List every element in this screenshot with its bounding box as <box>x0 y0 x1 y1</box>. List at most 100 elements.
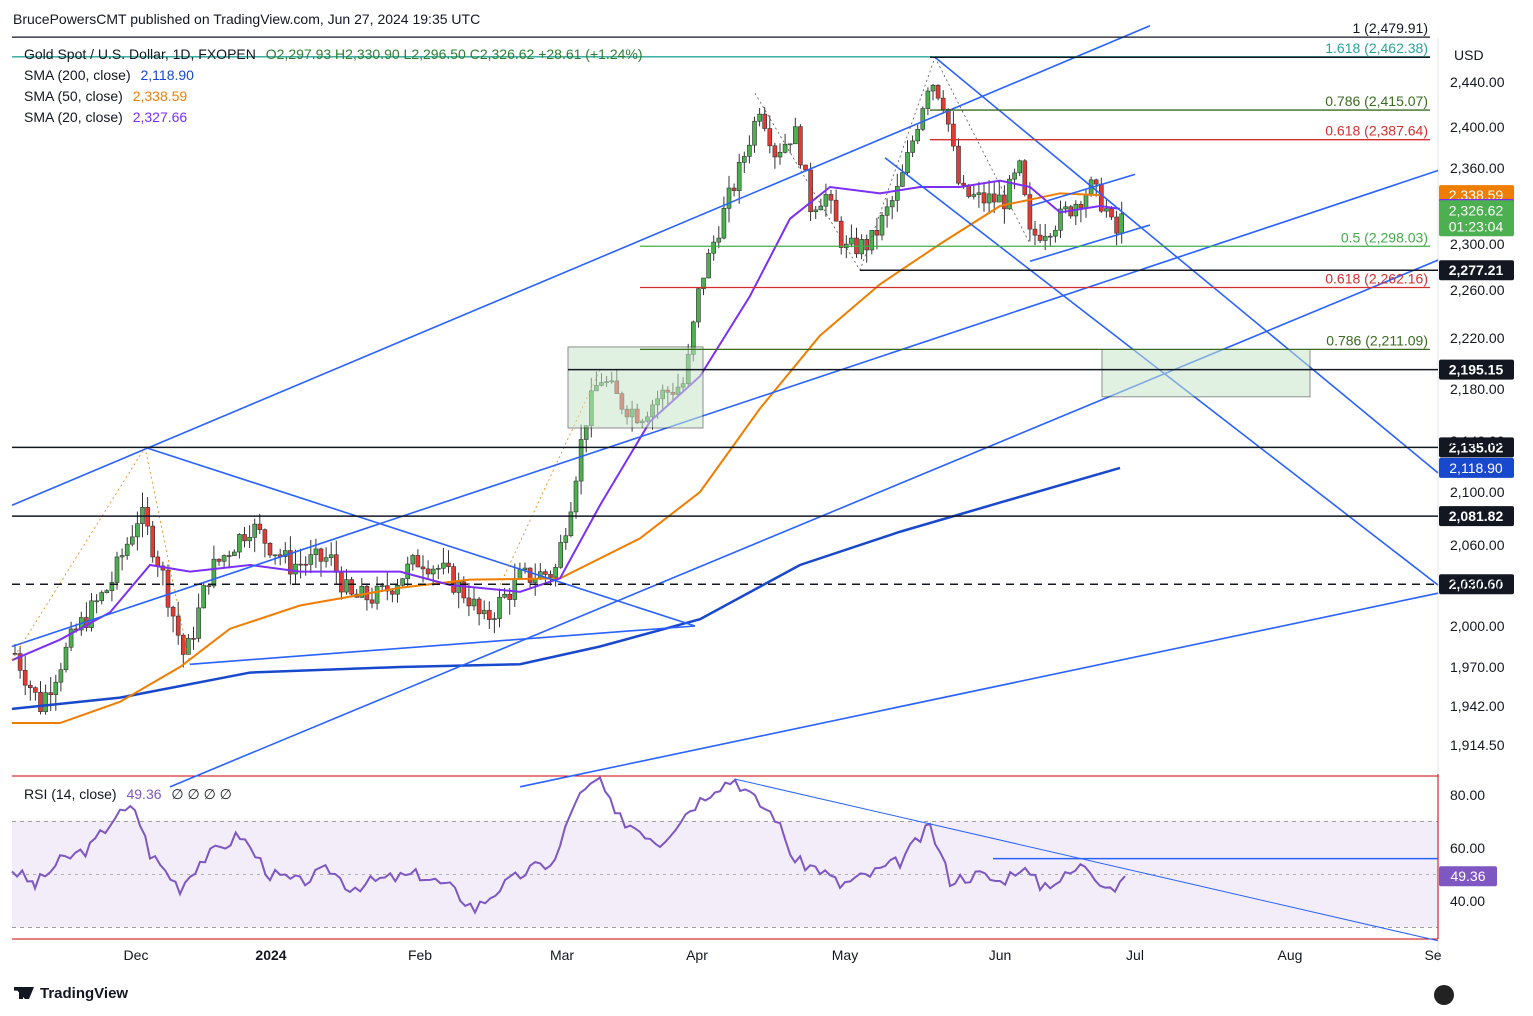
candle-up <box>1048 235 1053 238</box>
fib-label: 0.618 (2,262.16) <box>1325 271 1428 287</box>
candle-up <box>787 143 793 146</box>
candle-up <box>201 585 206 609</box>
candle-down <box>461 581 467 599</box>
candle-down <box>242 534 247 542</box>
sma20-value: 2,327.66 <box>132 109 188 125</box>
symbol-name: Gold Spot / U.S. Dollar, 1D, FXOPEN <box>24 46 256 62</box>
x-axis-tick: Se <box>1424 947 1441 963</box>
fib-label: 0.786 (2,211.09) <box>1326 332 1428 348</box>
x-axis-tick: May <box>832 947 858 963</box>
candle-up <box>109 582 115 591</box>
candle-up <box>435 567 441 570</box>
rsi-axis-tick: 40.00 <box>1450 893 1485 909</box>
fib-label: 1 (2,479.91) <box>1353 20 1429 36</box>
candle-down <box>956 145 961 184</box>
candle-up <box>400 578 405 586</box>
candle-up <box>471 598 477 607</box>
candle-down <box>864 239 870 251</box>
currency-label[interactable]: USD <box>1454 47 1484 63</box>
trendline-lower <box>519 592 1439 788</box>
candle-up <box>930 84 936 92</box>
sma50-legend: SMA (50, close) 2,338.59 <box>24 88 187 104</box>
price-tag-label: 2,326.62 <box>1449 202 1504 218</box>
fib-label: 0.618 (2,387.64) <box>1325 123 1428 139</box>
candle-up <box>221 555 227 562</box>
rsi-value-tag-label: 49.36 <box>1450 868 1485 884</box>
candle-up <box>1104 208 1109 212</box>
sma20-label: SMA (20, close) <box>24 109 123 125</box>
candle-up <box>196 607 201 639</box>
rsi-axis-tick: 80.00 <box>1450 787 1485 803</box>
candle-up <box>211 558 217 587</box>
trendline-rising <box>169 259 1439 788</box>
candle-down <box>349 579 354 595</box>
candle-up <box>492 618 497 620</box>
candle-down <box>1109 208 1114 218</box>
price-tag-bg <box>1439 359 1514 380</box>
candle-up <box>441 562 446 569</box>
countdown-label: 01:23:04 <box>1449 218 1504 234</box>
candle-up <box>1012 172 1017 180</box>
candle-down <box>226 555 232 557</box>
price-tag-label: 2,030.60 <box>1449 576 1504 592</box>
sma50-value: 2,338.59 <box>132 88 188 104</box>
candle-up <box>792 126 798 145</box>
candle-up <box>823 194 829 207</box>
candle-up <box>721 207 727 239</box>
candle-down <box>767 128 773 147</box>
candle-up <box>99 592 104 602</box>
candle-down <box>1027 194 1033 230</box>
x-axis-tick: 2024 <box>255 947 286 963</box>
candle-down <box>390 590 395 595</box>
x-axis-tick: Dec <box>124 947 149 963</box>
candle-down <box>527 567 533 583</box>
candle-up <box>757 113 762 122</box>
candle-up <box>578 439 584 482</box>
candle-up <box>558 542 564 568</box>
candle-up <box>135 523 140 538</box>
candle-down <box>543 571 548 575</box>
candle-down <box>318 548 324 562</box>
candle-up <box>94 600 99 603</box>
candle-down <box>191 638 196 640</box>
candle-down <box>165 569 171 608</box>
candle-up <box>410 555 416 565</box>
candle-up <box>879 214 885 236</box>
x-axis-tick: Mar <box>550 947 574 963</box>
candle-down <box>981 192 987 204</box>
candle-up <box>313 548 319 555</box>
candle-up <box>430 568 436 575</box>
candle-up <box>130 536 135 545</box>
rsi-extra: ∅ ∅ ∅ ∅ <box>171 786 232 802</box>
candle-up <box>752 120 757 146</box>
fib-label: 0.5 (2,298.03) <box>1341 229 1428 245</box>
x-axis-tick: Jun <box>989 947 1012 963</box>
candle-up <box>915 129 921 142</box>
candle-down <box>466 597 472 607</box>
candle-up <box>323 557 329 562</box>
price-tag-label: 2,277.21 <box>1449 262 1504 278</box>
x-axis-tick: Apr <box>686 947 708 963</box>
candle-down <box>935 84 941 99</box>
candle-down <box>12 653 18 655</box>
candle-down <box>175 615 181 636</box>
y-axis-tick: 1,970.00 <box>1450 659 1505 675</box>
price-tag-bg <box>1439 260 1514 281</box>
trendline-falling-dec <box>144 446 696 627</box>
candle-up <box>104 590 110 593</box>
y-axis-tick: 2,360.00 <box>1450 160 1505 176</box>
candle-down <box>446 562 451 567</box>
target-zone <box>1101 348 1311 398</box>
price-tag-label: 2,081.82 <box>1449 508 1504 524</box>
candle-down <box>22 669 28 686</box>
candle-up <box>996 194 1002 203</box>
candle-down <box>17 653 23 671</box>
candle-down <box>150 525 155 558</box>
flag-lower <box>1029 224 1151 263</box>
candle-up <box>741 156 747 163</box>
y-axis-tick: 2,300.00 <box>1450 236 1505 252</box>
price-tag-bg <box>1439 200 1514 237</box>
candle-up <box>1083 194 1089 209</box>
sma50-line <box>12 192 1101 725</box>
price-tag-label: 2,135.02 <box>1449 439 1504 455</box>
